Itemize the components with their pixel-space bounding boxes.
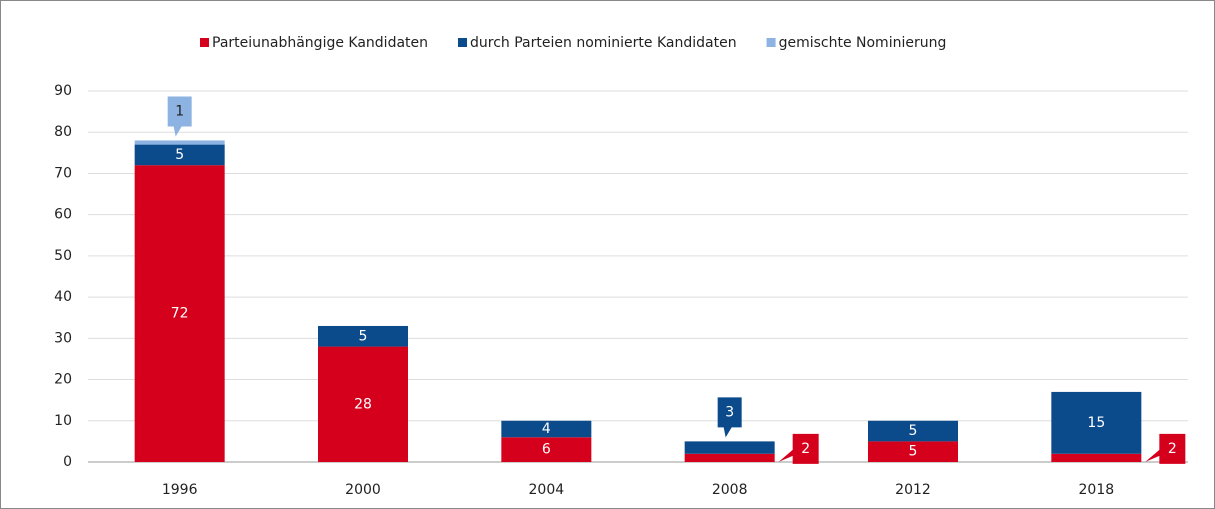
- bar-segment: [134, 140, 225, 145]
- data-label: 6: [542, 442, 551, 458]
- bar-segment: [501, 420, 592, 438]
- bar-segment: [1051, 453, 1142, 462]
- bar-segment: [868, 441, 958, 462]
- data-label: 3: [725, 404, 734, 420]
- y-tick-label: 70: [54, 165, 72, 181]
- y-tick-label: 50: [54, 248, 72, 264]
- data-label: 5: [359, 328, 368, 344]
- bar-segment: [684, 453, 775, 462]
- bar-segment: [318, 346, 408, 462]
- x-tick-label: 1996: [162, 482, 198, 498]
- callout: [167, 96, 192, 137]
- bar-segment: [1051, 391, 1142, 454]
- legend-swatch: [200, 38, 209, 47]
- legend-swatch: [766, 38, 776, 47]
- y-tick-label: 0: [63, 454, 72, 470]
- y-tick-label: 80: [54, 124, 72, 140]
- y-tick-label: 30: [54, 330, 72, 346]
- data-label: 5: [909, 423, 918, 439]
- data-label: 28: [354, 396, 372, 412]
- legend-label: durch Parteien nominierte Kandidaten: [470, 35, 737, 51]
- y-tick-label: 20: [54, 372, 72, 388]
- data-label: 5: [175, 147, 184, 163]
- data-label: 2: [801, 441, 810, 457]
- x-tick-label: 2012: [895, 482, 931, 498]
- x-tick-label: 2000: [345, 482, 381, 498]
- y-tick-label: 60: [54, 207, 72, 223]
- bar-segment: [134, 144, 225, 166]
- data-label: 15: [1087, 415, 1105, 431]
- bar-segment: [318, 325, 408, 347]
- legend-label: gemischte Nominierung: [779, 35, 947, 51]
- y-tick-label: 10: [54, 413, 72, 429]
- data-label: 5: [909, 444, 918, 460]
- bar-segment: [868, 420, 958, 442]
- bar-segment: [684, 441, 775, 454]
- bar-segment: [501, 437, 592, 462]
- x-tick-label: 2004: [529, 482, 565, 498]
- y-tick-label: 40: [54, 289, 72, 305]
- callout: [717, 397, 742, 438]
- legend-label: Parteiunabhängige Kandidaten: [212, 35, 428, 51]
- data-label: 72: [171, 306, 189, 322]
- x-tick-label: 2018: [1079, 482, 1115, 498]
- callout: [1145, 433, 1186, 464]
- callout: [778, 433, 819, 464]
- bar-segment: [134, 165, 225, 462]
- data-label: 4: [542, 421, 551, 437]
- data-label: 1: [175, 103, 184, 119]
- legend-swatch: [458, 38, 468, 47]
- y-tick-label: 90: [54, 83, 72, 99]
- x-tick-label: 2008: [712, 482, 748, 498]
- data-label: 2: [1168, 441, 1177, 457]
